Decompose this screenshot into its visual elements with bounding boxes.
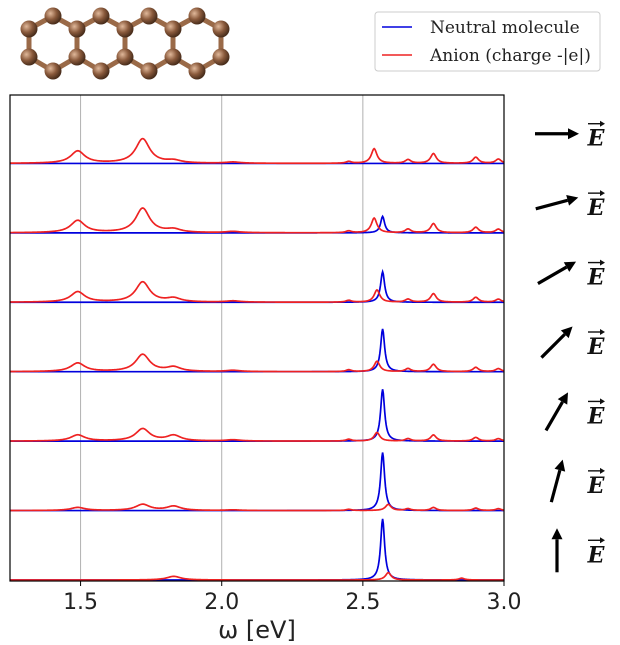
atom: [212, 48, 230, 66]
atom: [44, 62, 62, 80]
neutral-curve-panel-6: [10, 452, 504, 512]
field-direction-arrows: E E E E E E E: [535, 120, 606, 573]
anion-curve-panel-7: [10, 571, 504, 581]
anion-curve-panel-5: [10, 427, 505, 442]
atom: [164, 20, 182, 38]
field-label: E: [587, 403, 606, 429]
atom: [68, 20, 86, 38]
anion-curve-panel-4: [9, 353, 505, 373]
field-arrow-panel-2: E: [535, 190, 606, 221]
x-tick-label-0: 1.5: [63, 590, 98, 615]
molecule-atoms: [20, 7, 230, 80]
anion-curve-panel-2: [9, 207, 505, 234]
molecule-inset: [20, 7, 230, 80]
atom: [116, 20, 134, 38]
neutral-curve-panel-5: [10, 389, 504, 442]
atom: [164, 48, 182, 66]
x-tick-label-3: 3.0: [487, 590, 522, 615]
legend: Neutral molecule Anion (charge -|e|): [374, 11, 601, 72]
field-arrow-shaft: [549, 469, 562, 503]
anion-curve-panel-3: [10, 280, 505, 303]
plot-area: 1.5 2.0 2.5 3.0 ω [eV]: [9, 94, 522, 644]
vector-tip: [600, 537, 605, 544]
x-tick-label-1: 2.0: [204, 590, 239, 615]
vector-tip: [600, 329, 605, 335]
atom: [20, 48, 38, 66]
atom: [20, 20, 38, 38]
spectra-curves: [9, 137, 505, 581]
atom: [116, 48, 134, 66]
anion-curve-panel-1: [10, 137, 505, 165]
field-arrow-head: [568, 128, 579, 140]
vector-tip: [600, 259, 605, 266]
plot-frame: [9, 94, 505, 582]
x-axis-label: ω [eV]: [218, 616, 296, 644]
field-arrow-panel-5: E: [544, 392, 606, 432]
field-label: E: [587, 265, 606, 291]
atom: [188, 7, 206, 25]
legend-label-anion: Anion (charge -|e|): [429, 46, 591, 66]
legend-box: [374, 11, 601, 72]
atom: [44, 7, 62, 25]
field-label: E: [587, 473, 606, 499]
field-arrow-head: [560, 326, 573, 339]
vector-tip: [600, 398, 605, 405]
atom: [92, 7, 110, 25]
field-label: E: [587, 195, 606, 221]
field-arrow-head: [551, 528, 563, 540]
field-arrow-head: [566, 194, 579, 206]
field-label: E: [587, 334, 606, 360]
field-arrow-shaft: [540, 333, 566, 359]
field-arrow-shaft: [544, 401, 564, 432]
vector-tip: [600, 120, 605, 127]
atom: [140, 62, 158, 80]
field-arrow-head: [554, 459, 566, 472]
field-label: E: [587, 126, 606, 152]
x-axis-ticks: 1.5 2.0 2.5 3.0: [63, 581, 522, 615]
anion-curve-panel-6: [9, 503, 505, 512]
gridlines: [80, 95, 364, 581]
field-arrow-panel-1: E: [535, 120, 606, 152]
field-arrow-head: [563, 261, 577, 272]
field-arrow-head: [557, 392, 568, 405]
atom: [140, 7, 158, 25]
atom: [68, 48, 86, 66]
neutral-curve-panel-7: [10, 518, 504, 581]
x-tick-label-2: 2.5: [345, 590, 380, 615]
atom: [212, 20, 230, 38]
field-arrow-panel-4: E: [540, 326, 606, 360]
field-arrow-shaft: [537, 265, 568, 285]
field-arrow-panel-6: E: [549, 459, 606, 503]
field-arrow-panel-3: E: [537, 259, 606, 291]
vector-tip: [600, 190, 605, 197]
field-arrow-panel-7: E: [551, 528, 606, 573]
atom: [188, 62, 206, 80]
atom: [92, 62, 110, 80]
field-label: E: [587, 542, 606, 568]
vector-tip: [600, 467, 605, 474]
legend-label-neutral: Neutral molecule: [430, 18, 580, 38]
field-arrow-shaft: [535, 198, 569, 211]
